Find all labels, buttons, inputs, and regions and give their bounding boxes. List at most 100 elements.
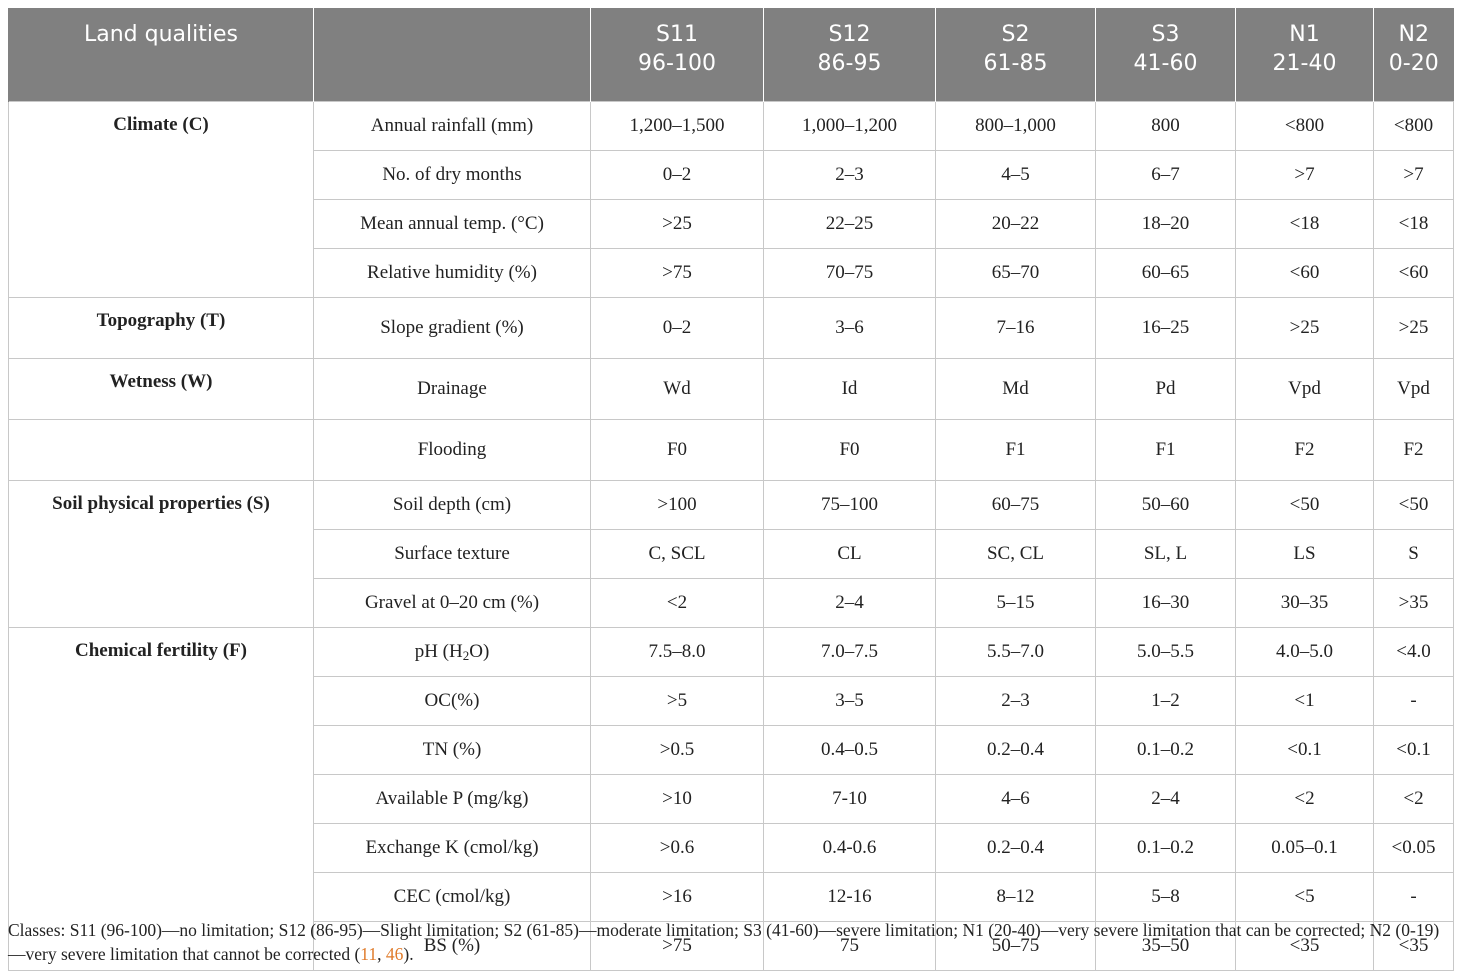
value-cell: 5.0–5.5 <box>1095 627 1236 677</box>
value-cell: C, SCL <box>590 529 764 579</box>
table-row: No. of dry months 0–2 2–3 4–5 6–7 >7 >7 <box>9 150 1454 200</box>
value-cell: <35 <box>1373 921 1454 971</box>
value-cell: <2 <box>1235 774 1374 824</box>
table-row: Chemical fertility (F) pH (H2O) 7.5–8.0 … <box>8 627 1454 971</box>
value-cell: 16–30 <box>1095 578 1236 628</box>
value-cell: >25 <box>1373 297 1454 359</box>
value-cell: 0.4-0.6 <box>763 823 936 873</box>
value-cell: <0.1 <box>1235 725 1374 775</box>
value-cell: 4–6 <box>935 774 1096 824</box>
value-cell: 0.2–0.4 <box>935 725 1096 775</box>
param-cell: TN (%) <box>313 725 591 775</box>
value-cell: 75 <box>763 921 936 971</box>
value-cell: Vpd <box>1373 358 1454 420</box>
table-row: Soil physical properties (S) Soil depth … <box>8 480 1454 628</box>
group-climate: Climate (C) <box>8 101 314 298</box>
reference-link-46[interactable]: 46 <box>385 944 404 964</box>
value-cell: <1 <box>1235 676 1374 726</box>
value-cell: Id <box>763 358 936 420</box>
value-cell: >0.5 <box>590 725 764 775</box>
value-cell: S <box>1373 529 1454 579</box>
value-cell: <60 <box>1373 248 1454 298</box>
value-cell: >16 <box>590 872 764 922</box>
value-cell: <35 <box>1235 921 1374 971</box>
param-cell: Mean annual temp. (°C) <box>313 199 591 249</box>
value-cell: 3–6 <box>763 297 936 359</box>
value-cell: 1,000–1,200 <box>763 101 936 151</box>
param-cell: Soil depth (cm) <box>313 480 591 530</box>
table-footnote: Classes: S11 (96-100)—no limitation; S12… <box>8 918 1456 966</box>
header-row: Land qualities S11 96-100 S12 86-95 S2 61-8… <box>8 8 1454 102</box>
value-cell: >25 <box>1235 297 1374 359</box>
header-class-s2: S2 61-85 <box>935 8 1096 102</box>
group-wetness: Wetness (W) <box>8 358 314 420</box>
footnote-separator: , <box>377 944 386 964</box>
value-cell: 5–15 <box>935 578 1096 628</box>
value-cell: >100 <box>590 480 764 530</box>
value-cell: >0.6 <box>590 823 764 873</box>
value-cell: 2–3 <box>763 150 936 200</box>
value-cell: 20–22 <box>935 199 1096 249</box>
value-cell: 50–75 <box>935 921 1096 971</box>
header-land-qualities: Land qualities <box>8 8 314 102</box>
reference-link-11[interactable]: 11 <box>360 944 378 964</box>
ph-subscript: 2 <box>462 648 470 663</box>
value-cell: 7.0–7.5 <box>763 627 936 677</box>
value-cell: F2 <box>1235 419 1374 481</box>
value-cell: Pd <box>1095 358 1236 420</box>
param-cell: Available P (mg/kg) <box>313 774 591 824</box>
header-class-s3: S3 41-60 <box>1095 8 1236 102</box>
value-cell: <5 <box>1235 872 1374 922</box>
value-cell: 18–20 <box>1095 199 1236 249</box>
value-cell: 16–25 <box>1095 297 1236 359</box>
value-cell: 0.2–0.4 <box>935 823 1096 873</box>
header-class-n1: N1 21-40 <box>1235 8 1374 102</box>
value-cell: >7 <box>1373 150 1454 200</box>
value-cell: 35–50 <box>1095 921 1236 971</box>
value-cell: <800 <box>1235 101 1374 151</box>
value-cell: <0.1 <box>1373 725 1454 775</box>
table-row: Topography (T) Slope gradient (%) 0–2 3–… <box>8 297 1454 359</box>
land-suitability-table: Land qualities S11 96-100 S12 86-95 S2 61-8… <box>8 8 1454 971</box>
value-cell: 22–25 <box>763 199 936 249</box>
value-cell: 4.0–5.0 <box>1235 627 1374 677</box>
value-cell: <18 <box>1373 199 1454 249</box>
value-cell: 0.05–0.1 <box>1235 823 1374 873</box>
value-cell: <18 <box>1235 199 1374 249</box>
value-cell: CL <box>763 529 936 579</box>
value-cell: 7.5–8.0 <box>590 627 764 677</box>
value-cell: >35 <box>1373 578 1454 628</box>
value-cell: Wd <box>590 358 764 420</box>
value-cell: <2 <box>1373 774 1454 824</box>
value-cell: 6–7 <box>1095 150 1236 200</box>
value-cell: LS <box>1235 529 1374 579</box>
header-class-s11: S11 96-100 <box>590 8 764 102</box>
value-cell: 8–12 <box>935 872 1096 922</box>
param-cell: BS (%) <box>313 921 591 971</box>
group-empty <box>8 419 314 481</box>
value-cell: >25 <box>590 199 764 249</box>
value-cell: 800–1,000 <box>935 101 1096 151</box>
header-class-s12: S12 86-95 <box>763 8 936 102</box>
value-cell: 7–16 <box>935 297 1096 359</box>
value-cell: F1 <box>935 419 1096 481</box>
value-cell: <0.05 <box>1373 823 1454 873</box>
value-cell: 2–4 <box>1095 774 1236 824</box>
value-cell: <4.0 <box>1373 627 1454 677</box>
value-cell: Md <box>935 358 1096 420</box>
value-cell: 50–60 <box>1095 480 1236 530</box>
value-cell: F2 <box>1373 419 1454 481</box>
table-row: CEC (cmol/kg) >16 12-16 8–12 5–8 <5 - <box>9 872 1454 922</box>
value-cell: F1 <box>1095 419 1236 481</box>
value-cell: 30–35 <box>1235 578 1374 628</box>
table-row: Relative humidity (%) >75 70–75 65–70 60… <box>9 248 1454 298</box>
value-cell: 2–4 <box>763 578 936 628</box>
param-cell: No. of dry months <box>313 150 591 200</box>
value-cell: 5.5–7.0 <box>935 627 1096 677</box>
footnote-end: ). <box>403 944 414 964</box>
value-cell: >75 <box>590 921 764 971</box>
value-cell: Vpd <box>1235 358 1374 420</box>
value-cell: 800 <box>1095 101 1236 151</box>
value-cell: F0 <box>590 419 764 481</box>
value-cell: F0 <box>763 419 936 481</box>
